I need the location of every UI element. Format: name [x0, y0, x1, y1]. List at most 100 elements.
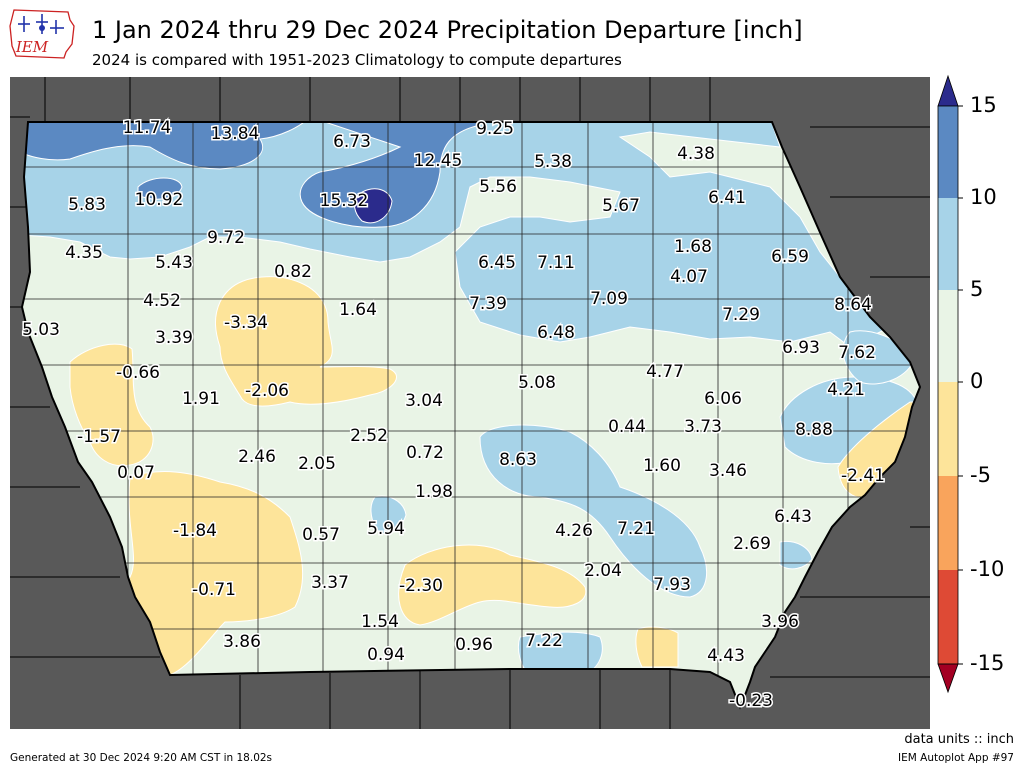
- value-label: 4.43: [707, 646, 745, 666]
- iowa-border: [20, 121, 922, 710]
- page-subtitle: 2024 is compared with 1951-2023 Climatol…: [92, 51, 622, 69]
- value-label: 4.21: [827, 380, 865, 400]
- value-label: 5.83: [68, 195, 106, 215]
- value-label: 1.64: [339, 300, 377, 320]
- value-label: 3.86: [223, 632, 261, 652]
- logo-text: IEM: [15, 38, 49, 56]
- colorbar-segment-neg10-neg5: [938, 476, 958, 570]
- value-label: 0.07: [117, 463, 155, 483]
- value-label: 10.92: [135, 190, 184, 210]
- value-label: 1.68: [674, 237, 712, 257]
- value-label: -0.23: [729, 691, 773, 711]
- colorbar-tick-15: 15: [970, 93, 997, 117]
- value-label: 7.39: [469, 294, 507, 314]
- value-label: 8.64: [834, 295, 872, 315]
- precip-departure-map: 11.74 13.84 6.73 9.25 12.45 5.38 4.38 5.83 10.92…: [10, 77, 930, 729]
- value-label: 5.94: [367, 519, 405, 539]
- colorbar-triangle-bottom: [937, 663, 959, 694]
- page-title: 1 Jan 2024 thru 29 Dec 2024 Precipitatio…: [92, 16, 803, 44]
- state-borders: [10, 77, 930, 729]
- value-label: 0.72: [406, 443, 444, 463]
- colorbar-segment-0-5: [938, 290, 958, 382]
- value-labels: 11.74 13.84 6.73 9.25 12.45 5.38 4.38 5.83 10.92…: [21, 117, 887, 713]
- wet-contour-above-15: [354, 188, 393, 224]
- colorbar-tick-5: 5: [970, 277, 983, 301]
- value-label: 6.73: [333, 132, 371, 152]
- value-label: 4.35: [65, 243, 103, 263]
- value-label: 3.37: [311, 573, 349, 593]
- value-label: 7.29: [722, 305, 760, 325]
- value-label: 4.26: [555, 521, 593, 541]
- colorbar-segment-10-15: [938, 106, 958, 198]
- value-label: 4.07: [670, 267, 708, 287]
- dry-contour-neg5-0: [69, 276, 920, 676]
- value-label: 6.43: [774, 507, 812, 527]
- value-label: 8.88: [795, 420, 833, 440]
- value-label: 5.08: [518, 373, 556, 393]
- colorbar-tick-neg10: -10: [970, 557, 1004, 581]
- value-label: 6.45: [478, 253, 516, 273]
- value-label: 3.04: [405, 391, 443, 411]
- wet-contour-5-10: [22, 122, 919, 676]
- value-label: -2.06: [245, 381, 289, 401]
- value-label: 7.09: [590, 289, 628, 309]
- value-label: 6.06: [704, 389, 742, 409]
- value-label: -1.84: [173, 521, 217, 541]
- value-label: 3.39: [155, 328, 193, 348]
- value-label: 1.54: [361, 612, 399, 632]
- value-label: 9.25: [476, 119, 514, 139]
- wet-contour-10-15: [22, 122, 481, 228]
- value-label: 0.94: [367, 645, 405, 665]
- value-label: 3.73: [684, 417, 722, 437]
- value-label: 1.60: [643, 456, 681, 476]
- value-label: 4.38: [677, 144, 715, 164]
- value-label: 2.69: [733, 534, 771, 554]
- value-label: 2.52: [350, 426, 388, 446]
- value-label: 0.57: [302, 525, 340, 545]
- colorbar-triangle-top: [937, 74, 959, 107]
- value-label: 5.43: [155, 253, 193, 273]
- value-label: -1.57: [77, 427, 121, 447]
- value-label: 5.56: [479, 177, 517, 197]
- value-label: 11.74: [123, 118, 172, 138]
- value-label: 4.77: [646, 362, 684, 382]
- colorbar-tick-10: 10: [970, 185, 997, 209]
- value-label: 6.41: [708, 188, 746, 208]
- value-label: 12.45: [414, 151, 463, 171]
- value-label: 4.52: [143, 291, 181, 311]
- value-label: 6.59: [771, 247, 809, 267]
- value-label: 3.46: [709, 461, 747, 481]
- value-label: 7.62: [838, 343, 876, 363]
- colorbar-tick-neg5: -5: [970, 463, 991, 487]
- app-note: IEM Autoplot App #97: [898, 752, 1014, 764]
- colorbar-tick-0: 0: [970, 369, 983, 393]
- value-label: 15.32: [320, 191, 369, 211]
- value-label: 2.05: [298, 454, 336, 474]
- value-label: 3.96: [761, 612, 799, 632]
- county-grid: [22, 122, 920, 707]
- iem-logo: IEM: [9, 9, 75, 59]
- value-label: -2.41: [841, 466, 885, 486]
- value-label: 5.03: [22, 320, 60, 340]
- value-label: -2.30: [399, 576, 443, 596]
- colorbar-segment-5-10: [938, 198, 958, 290]
- value-label: 7.22: [525, 631, 563, 651]
- value-label: 5.38: [534, 152, 572, 172]
- value-label: 7.11: [537, 253, 575, 273]
- colorbar-segment-neg15-neg10: [938, 570, 958, 664]
- colorbar: 15 10 5 0 -5 -10 -15: [937, 74, 1004, 694]
- value-label: 0.82: [274, 262, 312, 282]
- value-label: 7.93: [653, 575, 691, 595]
- value-label: 6.93: [782, 338, 820, 358]
- value-label: 1.98: [415, 482, 453, 502]
- value-label: -0.66: [116, 363, 160, 383]
- value-label: 5.67: [602, 196, 640, 216]
- value-label: 7.21: [617, 519, 655, 539]
- value-label: 9.72: [207, 228, 245, 248]
- value-label: 0.44: [608, 417, 646, 437]
- colorbar-segment-neg5-0: [938, 382, 958, 476]
- generated-note: Generated at 30 Dec 2024 9:20 AM CST in …: [10, 752, 273, 764]
- value-label: 8.63: [499, 450, 537, 470]
- value-label: 2.46: [238, 447, 276, 467]
- value-label: 13.84: [211, 124, 260, 144]
